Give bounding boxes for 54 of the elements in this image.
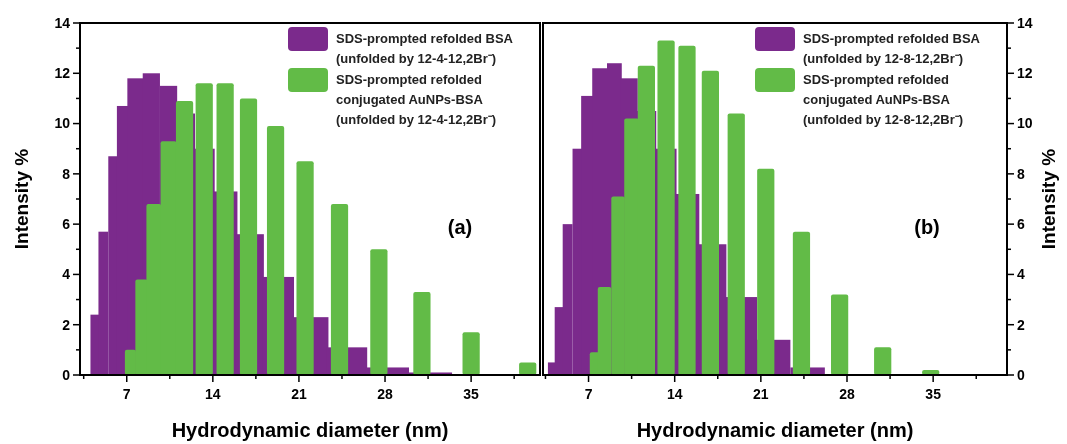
y2-tick-label: 4 [1017, 266, 1025, 283]
bar [727, 113, 745, 375]
y-tick-label: 10 [54, 115, 71, 132]
y-tick-label: 4 [62, 266, 71, 283]
y-tick-label: 0 [62, 366, 71, 383]
bar [792, 231, 811, 375]
bar [296, 161, 314, 375]
bar [519, 362, 537, 375]
bar [462, 332, 480, 375]
bar [239, 98, 258, 375]
x-axis-title: Hydrodynamic diameter (nm) [171, 419, 449, 441]
y2-tick-label: 6 [1017, 216, 1025, 233]
y-axis-title: Intensity % [11, 148, 32, 250]
bar [370, 249, 388, 375]
x-tick-label: 21 [291, 386, 307, 402]
x-axis-title: Hydrodynamic diameter (nm) [636, 419, 914, 441]
y-tick-label: 8 [62, 165, 71, 182]
y-tick-label: 2 [62, 316, 71, 333]
legend-label: SDS-prompted refolded BSA (unfolded by 12-4-12,2Br⁻) [336, 31, 514, 66]
x-tick-label: 28 [377, 386, 394, 402]
x-tick-label: 21 [753, 386, 769, 402]
y-tick-label: 6 [62, 216, 71, 233]
y2-tick-label: 0 [1017, 366, 1025, 383]
x-tick-label: 14 [666, 386, 683, 402]
bar [874, 347, 892, 375]
y2-axis-title: Intensity % [1038, 148, 1059, 250]
bar [657, 40, 675, 375]
x-tick-label: 35 [925, 386, 942, 402]
legend-label: SDS-prompted refolded BSA (unfolded by 12-8-12,2Br⁻) [803, 31, 981, 66]
bar [330, 204, 349, 375]
x-tick-label: 28 [839, 386, 855, 402]
legend-label: SDS-prompted refolded conjugated AuNPs-BSA (unfolded by 12-4-12,2Br⁻) [336, 72, 497, 127]
bar [216, 83, 234, 375]
y2-tick-label: 12 [1017, 65, 1033, 82]
annotation: (a) [447, 216, 473, 238]
y2-tick-label: 2 [1017, 316, 1025, 333]
bar [413, 292, 431, 375]
x-tick-label: 7 [584, 386, 593, 402]
y2-tick-label: 8 [1017, 165, 1025, 182]
annotation: (b) [914, 216, 940, 238]
bar [195, 83, 213, 375]
bar [701, 70, 719, 375]
bar [831, 294, 849, 375]
x-tick-label: 7 [122, 386, 131, 402]
x-tick-label: 35 [463, 386, 480, 402]
y2-tick-label: 14 [1017, 14, 1033, 31]
bar [757, 168, 775, 375]
legend-label: SDS-prompted refolded conjugated AuNPs-BSA (unfolded by 12-8-12,2Br⁻) [803, 72, 964, 127]
bar [266, 126, 285, 375]
bar [678, 45, 696, 375]
y2-tick-label: 10 [1017, 115, 1033, 132]
y-tick-label: 12 [54, 65, 71, 82]
x-tick-label: 14 [205, 386, 221, 402]
y-tick-label: 14 [54, 14, 71, 31]
